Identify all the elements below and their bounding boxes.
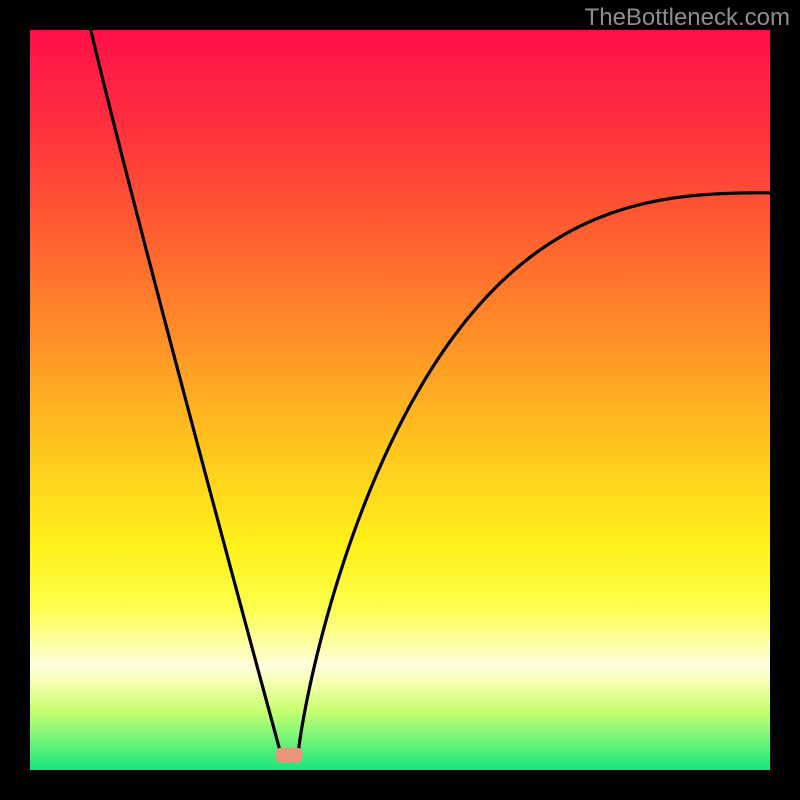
optimal-marker <box>276 748 303 763</box>
watermark-text: TheBottleneck.com <box>585 4 790 32</box>
bottleneck-chart <box>0 0 800 800</box>
plot-gradient-background <box>30 30 770 770</box>
